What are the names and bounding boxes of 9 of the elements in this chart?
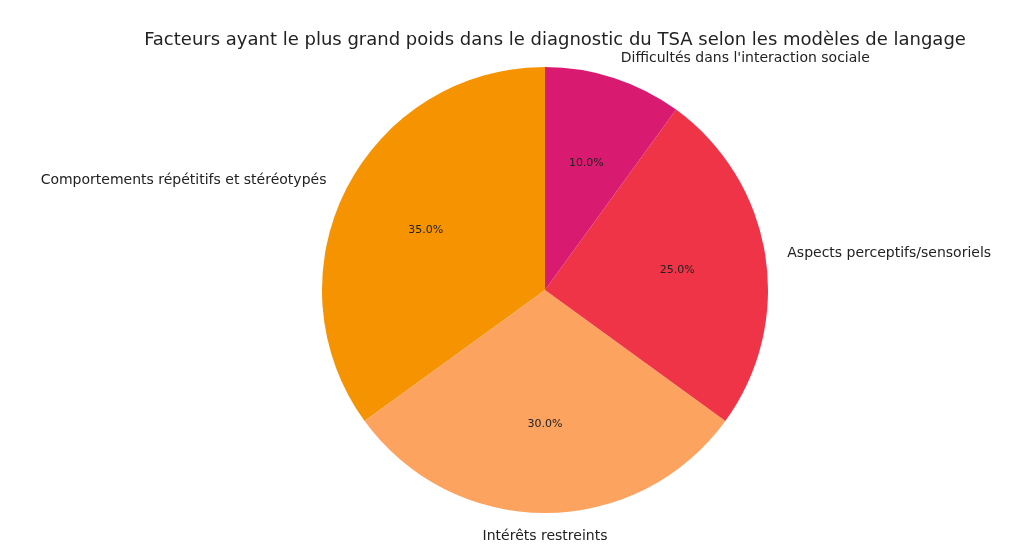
chart-title: Facteurs ayant le plus grand poids dans le diagnostic du TSA selon les modèles de langage: [144, 27, 966, 49]
data-label: 35.0%: [408, 222, 444, 236]
data-label: 25.0%: [659, 262, 695, 276]
slice-label: Comportements répétitifs et stéréotypés: [40, 170, 327, 187]
data-label: 30.0%: [527, 417, 563, 431]
slice-label: Intérêts restreints: [482, 527, 608, 544]
data-label: 10.0%: [568, 156, 604, 170]
slice-label: Aspects perceptifs/sensoriels: [787, 243, 992, 260]
slice-label: Difficultés dans l'interaction sociale: [620, 48, 870, 65]
